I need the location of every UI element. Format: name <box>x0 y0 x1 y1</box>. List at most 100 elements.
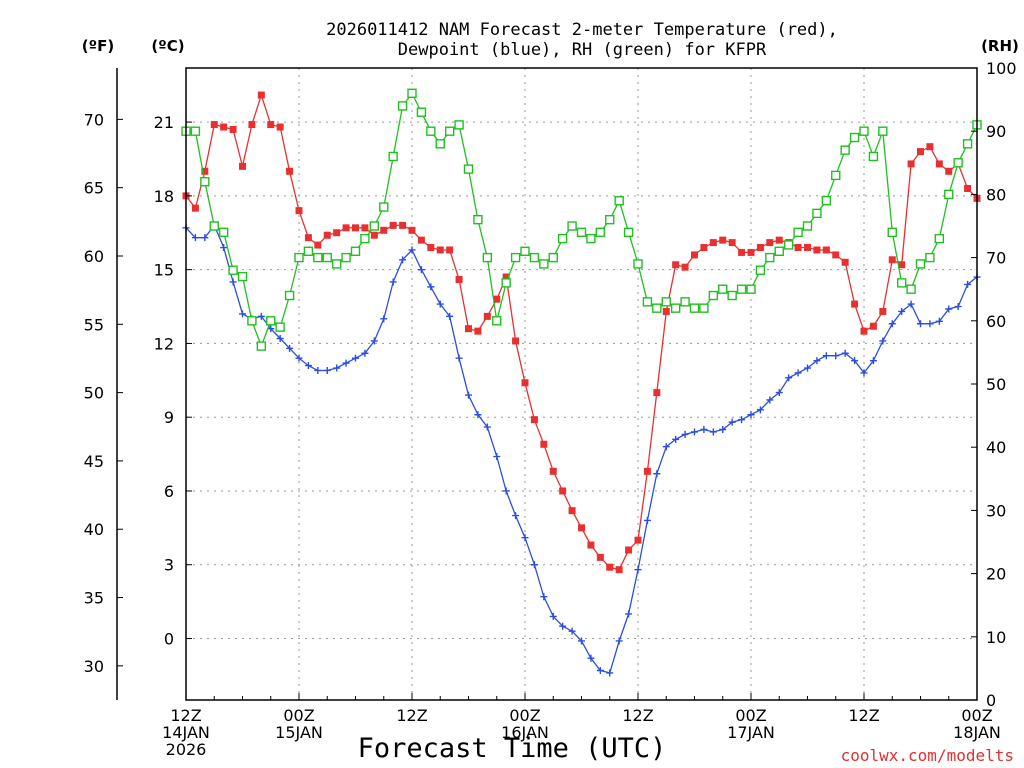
rh-point <box>435 139 445 149</box>
temperature-point <box>851 300 859 308</box>
temperature-point <box>935 160 943 168</box>
rh-point <box>426 126 436 136</box>
temperature-point <box>436 246 444 254</box>
rh-point <box>934 233 945 244</box>
temperature-point <box>587 541 595 549</box>
rh-point <box>360 233 370 244</box>
x-tick-label: 00Z <box>283 706 314 725</box>
dewpoint-point <box>775 389 783 397</box>
temperature-point <box>314 241 322 249</box>
rh-point <box>793 227 803 238</box>
dewpoint-point <box>530 561 538 569</box>
rh-point <box>520 246 530 256</box>
dewpoint-point <box>370 337 378 345</box>
rh-point <box>510 252 521 263</box>
dewpoint-point <box>606 669 614 677</box>
temperature-point <box>879 307 887 315</box>
dewpoint-point <box>785 374 793 382</box>
x-tick-label: 15JAN <box>275 723 323 742</box>
temperature-point <box>239 162 246 170</box>
rh-point <box>699 303 709 313</box>
dewpoint-point <box>672 435 680 443</box>
rh-point <box>397 101 408 111</box>
fahrenheit-tick-label: 70 <box>84 110 104 129</box>
temperature-point <box>860 327 868 335</box>
rh-point <box>350 246 361 256</box>
axes: 0 3 6 9 12 15 18 21 30 35 40 45 50 55 60 65 70 0 10 20 30 40 5… <box>84 59 1017 759</box>
temperature-point <box>389 221 397 229</box>
rh-point <box>416 107 427 117</box>
dewpoint-point <box>813 357 821 365</box>
rh-point <box>388 151 398 162</box>
dewpoint-point <box>700 425 708 433</box>
rh-point <box>859 126 869 136</box>
x-tick-label: 12Z <box>170 706 201 725</box>
temperature-point <box>728 239 736 247</box>
dewpoint-point <box>615 637 623 645</box>
rh-point <box>444 126 455 136</box>
dewpoint-point <box>766 396 774 404</box>
dewpoint-point <box>681 430 689 438</box>
rh-point <box>962 139 973 149</box>
temperature-point <box>766 239 774 247</box>
rh-point <box>473 214 483 225</box>
rh-point <box>209 221 219 231</box>
dewpoint-point <box>342 359 350 367</box>
rh-point <box>237 271 248 282</box>
dewpoint-point <box>446 312 454 320</box>
rh-point <box>501 278 511 288</box>
temperature-point <box>945 167 953 175</box>
celsius-tick-label: 6 <box>164 482 174 501</box>
temperature-point <box>210 121 218 129</box>
x-tick-label: 18JAN <box>953 723 1001 742</box>
dewpoint-point <box>719 425 727 433</box>
dewpoint-point <box>917 320 924 328</box>
temperature-point <box>568 507 576 515</box>
temperature-point <box>964 184 972 192</box>
rh-point <box>736 284 747 294</box>
rh-point <box>633 259 643 269</box>
rh-point <box>765 252 775 263</box>
temperature-point <box>615 566 623 574</box>
temperature-point <box>304 234 312 242</box>
rh-point <box>529 252 540 263</box>
rh-tick-label: 80 <box>986 185 1006 204</box>
rh-point <box>915 259 926 269</box>
temperature-point <box>662 307 670 315</box>
rh-tick-label: 60 <box>986 312 1006 331</box>
rh-tick-label: 90 <box>986 122 1006 141</box>
temperature-point <box>747 248 755 256</box>
dewpoint-point <box>295 354 303 362</box>
series-2 <box>181 88 982 351</box>
dewpoint-point <box>804 364 811 372</box>
rh-point <box>925 252 935 263</box>
rh-point <box>586 233 596 244</box>
temperature-point <box>822 246 830 254</box>
series-line <box>186 92 978 348</box>
x-tick-label: 16JAN <box>501 723 549 742</box>
dewpoint-point <box>568 627 576 635</box>
temperature-point <box>634 536 642 544</box>
x-tick-label: 17JAN <box>727 723 775 742</box>
rh-point <box>774 246 784 256</box>
fahrenheit-tick-label: 45 <box>84 452 104 471</box>
dewpoint-point <box>323 366 331 374</box>
rh-point <box>266 316 276 326</box>
dewpoint-point <box>201 234 209 242</box>
temperature-point <box>370 231 378 239</box>
dewpoint-point <box>276 335 284 343</box>
dewpoint-point <box>822 352 830 360</box>
dewpoint-point <box>304 362 312 370</box>
rh-point <box>492 316 502 326</box>
rh-point <box>812 208 822 219</box>
rh-point <box>595 227 606 238</box>
dewpoint-point <box>436 300 444 308</box>
fahrenheit-tick-label: 40 <box>84 520 104 539</box>
rh-tick-label: 30 <box>986 501 1006 520</box>
rh-point <box>331 259 342 269</box>
temperature-point <box>719 236 727 244</box>
dewpoint-point <box>333 364 341 372</box>
temperature-point <box>832 251 840 259</box>
dewpoint-point <box>832 352 840 360</box>
temperature-point <box>352 224 359 232</box>
